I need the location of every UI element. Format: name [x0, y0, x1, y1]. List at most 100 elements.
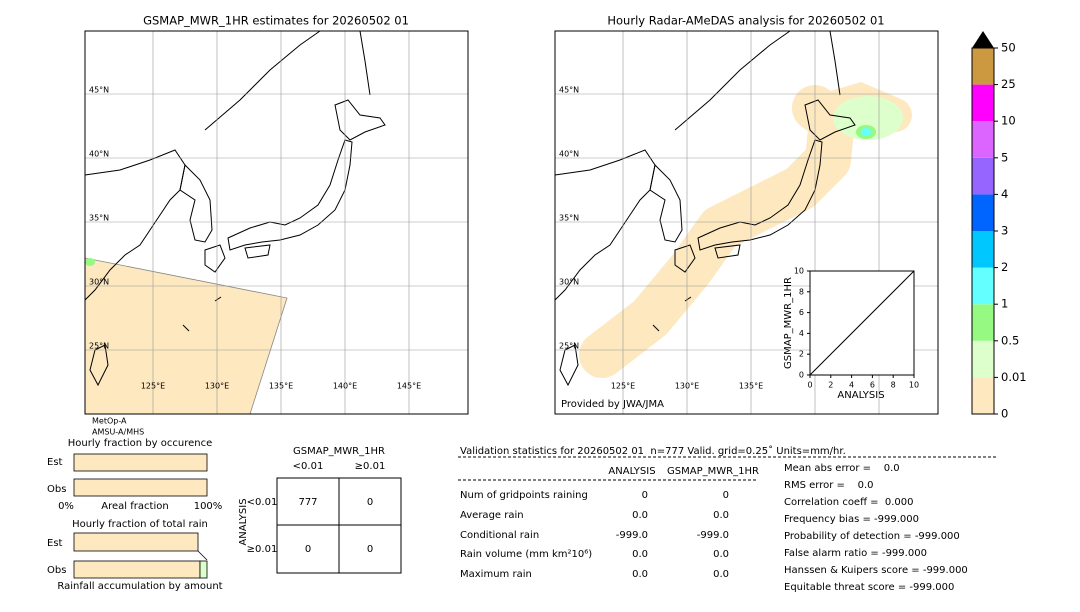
colorbar-label: 0.01 — [1001, 370, 1027, 384]
lat-label: 40°N — [559, 150, 579, 159]
row-label: Est — [47, 538, 63, 549]
row-label: Maximum rain — [460, 569, 532, 580]
map-frame — [84, 30, 469, 415]
value: 0.0 — [632, 549, 648, 560]
map — [554, 30, 939, 415]
table-title: GSMAP_MWR_1HR — [293, 446, 385, 457]
validation-header: Validation statistics for 20260502 01 n=… — [460, 445, 846, 457]
cell: 0 — [367, 544, 373, 555]
colorbar-segment — [972, 194, 994, 231]
diagonal — [809, 270, 915, 376]
score: Hanssen & Kuipers score = -999.000 — [784, 565, 968, 576]
lat-label: 30°N — [89, 278, 109, 287]
score: RMS error = 0.0 — [784, 480, 874, 491]
lat-label: 25°N — [89, 342, 109, 351]
row-label: Num of gridpoints raining — [460, 490, 588, 501]
cell: 0 — [305, 544, 311, 555]
axis-label: Areal fraction — [101, 501, 168, 512]
lat-label: 35°N — [559, 214, 579, 223]
lon-label: 135°E — [269, 382, 293, 391]
value: 0.0 — [713, 549, 729, 560]
x-tick-label: 0 — [807, 381, 812, 390]
map-title: Hourly Radar-AMeDAS analysis for 2026050… — [607, 14, 884, 28]
value: 0.0 — [713, 569, 729, 580]
score: Frequency bias = -999.000 — [784, 514, 919, 525]
lon-label: 125°E — [611, 382, 635, 391]
colorbar-label: 10 — [1001, 114, 1016, 128]
score: Mean abs error = 0.0 — [784, 463, 900, 474]
colorbar-segment — [972, 267, 994, 305]
map-frame — [554, 30, 939, 415]
rain-area — [85, 258, 95, 266]
lon-label: 130°E — [205, 382, 229, 391]
lat-label: 25°N — [559, 342, 579, 351]
cell: 777 — [298, 497, 317, 508]
bar — [73, 453, 208, 472]
lon-label: 125°E — [141, 382, 165, 391]
value: -999.0 — [697, 530, 729, 541]
value: 0.0 — [713, 510, 729, 521]
colorbar-label: 4 — [1001, 187, 1008, 201]
x-tick-label: 6 — [870, 381, 875, 390]
value: 0.0 — [632, 510, 648, 521]
score: Correlation coeff = 0.000 — [784, 497, 914, 508]
x-tick-label: 2 — [828, 381, 833, 390]
colorbar-segment — [972, 340, 994, 378]
value: 0 — [642, 490, 648, 501]
colorbar-label: 50 — [1001, 41, 1016, 55]
row-title: ANALYSIS — [238, 498, 249, 545]
colorbar-label: 0.5 — [1001, 333, 1019, 347]
colorbar-segment — [972, 157, 994, 195]
x-label: ANALYSIS — [837, 390, 884, 401]
score: Probability of detection = -999.000 — [784, 531, 960, 542]
colorbar-segment — [972, 84, 994, 122]
satellite: MetOp-A — [92, 417, 127, 426]
row-label: Rain volume (mm km²10⁶) — [460, 549, 592, 560]
row-label: Average rain — [460, 510, 524, 521]
bar — [73, 478, 208, 497]
x-tick-label: 10 — [909, 381, 919, 390]
y-tick-label: 8 — [799, 287, 804, 296]
lat-label: 45°N — [89, 86, 109, 95]
bar — [73, 532, 199, 552]
colorbar-segment — [972, 304, 994, 341]
score: Equitable threat score = -999.000 — [784, 582, 954, 593]
rain-area — [833, 96, 903, 140]
axis-label: 100% — [194, 501, 223, 512]
cell: 0 — [367, 497, 373, 508]
y-tick-label: 4 — [799, 329, 804, 338]
rain-area — [579, 85, 855, 378]
col-header: ANALYSIS — [608, 466, 655, 477]
lat-label: 45°N — [559, 86, 579, 95]
lon-label: 145°E — [397, 382, 421, 391]
col-header: GSMAP_MWR_1HR — [667, 466, 759, 477]
row-header: <0.01 — [247, 497, 278, 508]
panel-title: Hourly fraction of total rain — [72, 519, 208, 530]
score: False alarm ratio = -999.000 — [784, 548, 927, 559]
rain-area — [861, 128, 871, 136]
y-tick-label: 6 — [799, 308, 804, 317]
colorbar-segment — [972, 231, 994, 268]
row-label: Obs — [47, 484, 66, 495]
map — [84, 30, 469, 415]
sensor: AMSU-A/MHS — [92, 428, 144, 437]
col-header: ≥0.01 — [355, 461, 386, 472]
row-header: ≥0.01 — [247, 544, 278, 555]
y-label: GSMAP_MWR_1HR — [783, 277, 794, 369]
row-label: Est — [47, 457, 63, 468]
colorbar-segment — [972, 377, 994, 414]
colorbar-label: 5 — [1001, 150, 1008, 164]
value: 0 — [723, 490, 729, 501]
x-tick-label: 8 — [891, 381, 896, 390]
col-header: <0.01 — [293, 461, 324, 472]
lon-label: 130°E — [675, 382, 699, 391]
lat-label: 35°N — [89, 214, 109, 223]
rain-area — [84, 257, 288, 415]
row-label: Obs — [47, 565, 66, 576]
lon-label: 135°E — [739, 382, 763, 391]
colorbar-extend — [972, 31, 994, 48]
colorbar-segment — [972, 48, 994, 85]
lon-label: 140°E — [333, 382, 357, 391]
bar — [199, 560, 208, 579]
